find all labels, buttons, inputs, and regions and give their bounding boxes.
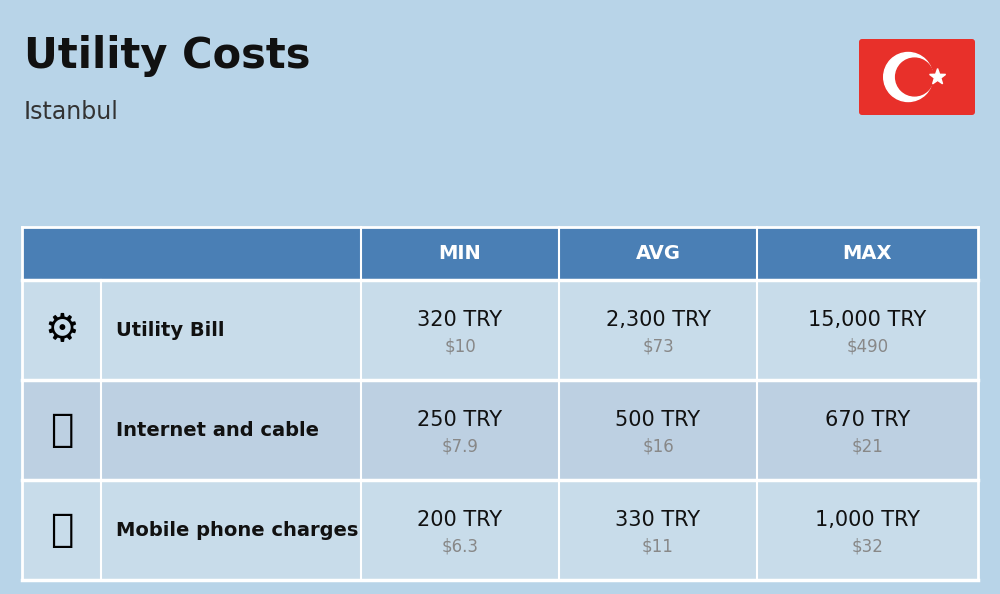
FancyBboxPatch shape: [22, 280, 978, 380]
Text: 1,000 TRY: 1,000 TRY: [815, 510, 920, 530]
Text: ⚙: ⚙: [44, 311, 79, 349]
FancyBboxPatch shape: [22, 380, 978, 480]
Text: 📶: 📶: [50, 411, 73, 449]
Text: $490: $490: [846, 338, 889, 356]
Circle shape: [896, 58, 933, 96]
Text: $21: $21: [852, 438, 883, 456]
Text: Utility Costs: Utility Costs: [24, 35, 310, 77]
FancyBboxPatch shape: [22, 480, 978, 580]
Text: 2,300 TRY: 2,300 TRY: [606, 310, 710, 330]
Text: 15,000 TRY: 15,000 TRY: [808, 310, 927, 330]
FancyBboxPatch shape: [22, 227, 978, 280]
Text: $11: $11: [642, 538, 674, 556]
Text: MAX: MAX: [843, 244, 892, 263]
Text: $16: $16: [642, 438, 674, 456]
Text: $73: $73: [642, 338, 674, 356]
Text: AVG: AVG: [636, 244, 680, 263]
Polygon shape: [930, 68, 946, 84]
FancyBboxPatch shape: [859, 39, 975, 115]
Circle shape: [884, 52, 933, 102]
Text: 200 TRY: 200 TRY: [417, 510, 503, 530]
Text: 📱: 📱: [50, 511, 73, 549]
Text: Istanbul: Istanbul: [24, 100, 119, 124]
Text: $32: $32: [852, 538, 883, 556]
Text: Internet and cable: Internet and cable: [116, 421, 319, 440]
Text: $6.3: $6.3: [442, 538, 479, 556]
Text: 320 TRY: 320 TRY: [417, 310, 503, 330]
Text: 670 TRY: 670 TRY: [825, 410, 910, 430]
Text: 500 TRY: 500 TRY: [615, 410, 701, 430]
Text: $7.9: $7.9: [442, 438, 478, 456]
Text: Mobile phone charges: Mobile phone charges: [116, 520, 358, 539]
Text: Utility Bill: Utility Bill: [116, 321, 224, 340]
Text: 330 TRY: 330 TRY: [615, 510, 701, 530]
Text: MIN: MIN: [439, 244, 481, 263]
Text: 250 TRY: 250 TRY: [417, 410, 503, 430]
Text: $10: $10: [444, 338, 476, 356]
